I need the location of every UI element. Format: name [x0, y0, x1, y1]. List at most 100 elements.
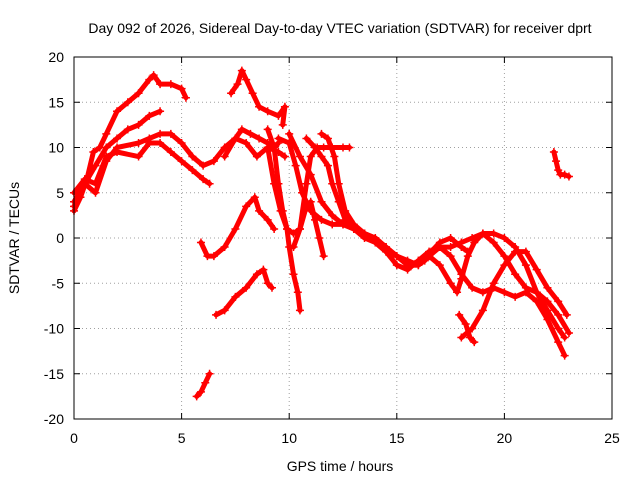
- data-point: [289, 270, 298, 279]
- data-point: [145, 138, 154, 147]
- data-point: [242, 75, 251, 84]
- data-point: [489, 229, 498, 238]
- data-point: [196, 238, 205, 247]
- data-point: [564, 329, 573, 338]
- data-point: [554, 338, 563, 347]
- data-point: [478, 306, 487, 315]
- data-point: [259, 265, 268, 274]
- data-point: [255, 102, 264, 111]
- y-tick-label: -20: [44, 411, 64, 427]
- data-point: [227, 89, 236, 98]
- data-point: [489, 279, 498, 288]
- data-point: [457, 274, 466, 283]
- data-point: [263, 279, 272, 288]
- data-point: [270, 224, 279, 233]
- y-tick-label: 0: [56, 230, 64, 246]
- data-point: [263, 143, 272, 152]
- data-point: [237, 66, 246, 75]
- data-point: [145, 111, 154, 120]
- data-point: [500, 288, 509, 297]
- plot-frame: [73, 56, 613, 420]
- data-point: [302, 134, 311, 143]
- data-point: [270, 179, 279, 188]
- data-point: [267, 283, 276, 292]
- data-point: [181, 93, 190, 102]
- data-point: [199, 175, 208, 184]
- data-point: [248, 89, 257, 98]
- y-tick-label: -5: [52, 275, 65, 291]
- data-point: [446, 234, 455, 242]
- data-point: [295, 224, 304, 233]
- data-point: [263, 215, 272, 224]
- data-point: [317, 197, 326, 206]
- data-point: [91, 188, 100, 197]
- data-point: [511, 247, 520, 256]
- data-point: [242, 283, 251, 292]
- data-point: [334, 179, 343, 188]
- data-point: [291, 161, 300, 170]
- data-point: [317, 152, 326, 161]
- series-arc-8: [196, 193, 279, 261]
- data-point: [500, 261, 509, 270]
- data-point: [349, 220, 358, 229]
- data-point: [478, 229, 487, 238]
- data-point: [205, 179, 214, 188]
- x-tick-label: 15: [389, 430, 405, 446]
- data-point: [102, 143, 111, 152]
- data-point: [149, 71, 158, 80]
- x-tick-label: 0: [70, 430, 78, 446]
- data-point: [339, 220, 347, 229]
- data-point: [453, 288, 462, 297]
- data-point: [323, 161, 332, 170]
- data-point: [500, 252, 509, 261]
- data-point: [470, 338, 479, 347]
- data-point: [543, 297, 552, 306]
- data-point: [199, 161, 208, 170]
- data-point: [192, 392, 201, 401]
- data-point: [231, 224, 240, 233]
- data-point: [562, 310, 571, 319]
- data-point: [263, 125, 272, 134]
- series-arc-18: [455, 310, 479, 347]
- data-point: [319, 143, 328, 152]
- data-point: [102, 152, 111, 161]
- data-point: [500, 234, 509, 242]
- data-point: [554, 297, 563, 306]
- data-point: [80, 175, 89, 184]
- y-tick-label: -10: [44, 321, 64, 337]
- data-point: [554, 324, 563, 333]
- data-point: [177, 157, 186, 166]
- data-point: [465, 333, 474, 342]
- y-tick-label: 10: [48, 140, 64, 156]
- data-point: [285, 129, 294, 138]
- data-point: [317, 129, 326, 138]
- series-line: [71, 108, 163, 209]
- data-point: [311, 143, 320, 152]
- data-point: [123, 98, 132, 107]
- data-point: [341, 206, 350, 215]
- data-point: [91, 179, 100, 188]
- data-point: [532, 265, 541, 274]
- data-point: [231, 292, 240, 301]
- data-point: [328, 211, 337, 220]
- data-series: [70, 66, 573, 401]
- data-point: [468, 234, 477, 242]
- data-point: [461, 319, 470, 328]
- x-tick-label: 10: [281, 430, 297, 446]
- data-point: [478, 288, 487, 297]
- data-point: [323, 134, 332, 143]
- data-point: [276, 206, 285, 215]
- data-point: [242, 202, 251, 211]
- data-point: [435, 243, 444, 252]
- series-arc-16: [317, 129, 573, 338]
- data-point: [552, 157, 561, 166]
- data-point: [113, 134, 122, 143]
- data-point: [298, 188, 307, 197]
- data-point: [564, 172, 573, 181]
- data-point: [166, 148, 175, 157]
- data-point: [554, 166, 563, 175]
- data-point: [156, 129, 165, 138]
- data-point: [521, 261, 530, 270]
- data-point: [560, 351, 569, 360]
- data-point: [156, 107, 165, 116]
